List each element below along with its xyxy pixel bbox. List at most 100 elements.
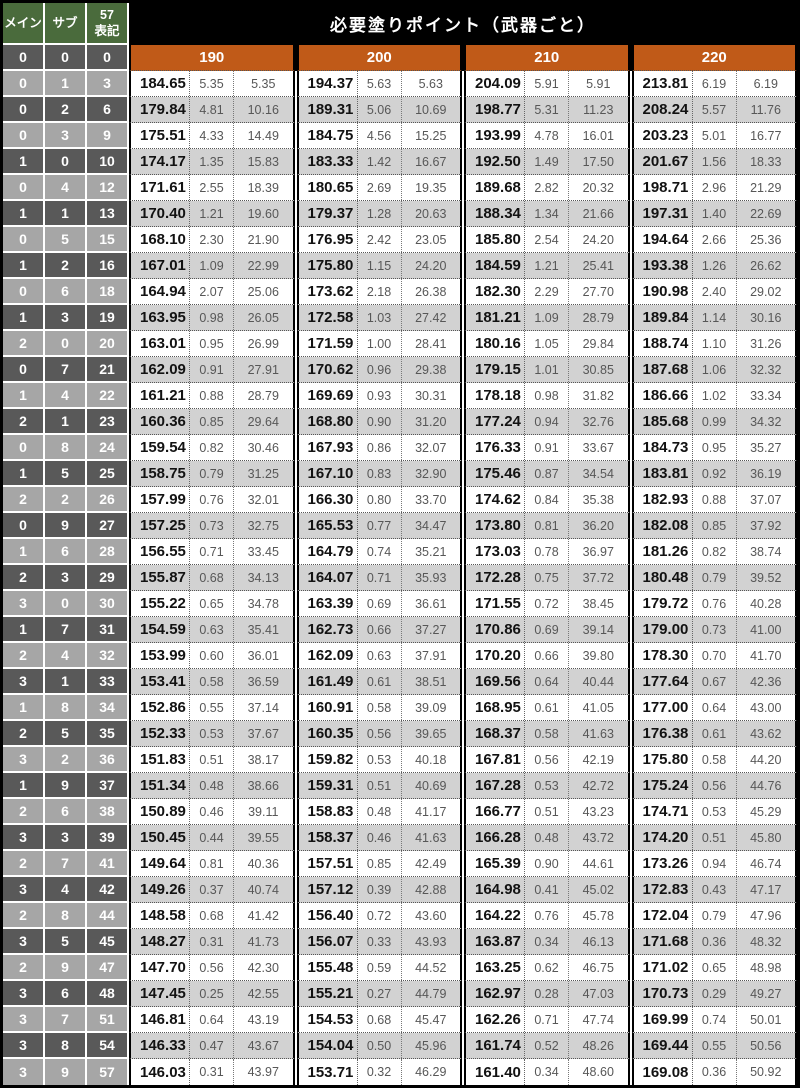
left-main-cell: 3	[3, 825, 45, 851]
table-row: 1 3 19 163.95 0.98 26.05 172.58 1.03 27.42 181.21…	[3, 305, 797, 331]
delta-points-cell: 4.81	[190, 97, 234, 122]
delta-points-cell: 0.85	[358, 851, 402, 876]
cumulative-points-cell: 48.60	[582, 1065, 614, 1079]
group-separator	[462, 825, 464, 851]
points-group-220: 171.02 0.65 48.98	[631, 955, 797, 981]
left-sub-cell: 4	[45, 175, 87, 201]
points-group-220: 182.08 0.85 37.92	[631, 513, 797, 539]
points-group-220: 188.74 1.10 31.26	[631, 331, 797, 357]
delta-points-cell: 0.87	[525, 461, 569, 486]
points-group-210: 167.28 0.53 42.72	[464, 773, 630, 799]
required-points-cell: 164.79	[299, 539, 358, 564]
left-sub-cell: 6	[45, 799, 87, 825]
group-separator	[462, 279, 464, 305]
required-points-cell: 188.34	[466, 201, 525, 226]
left-notation-cell: 15	[87, 227, 129, 253]
delta-points-cell: 0.29	[693, 981, 737, 1006]
cumulative-points-cell: 37.07	[750, 492, 782, 507]
cumulative-points-cell: 16.01	[582, 128, 614, 143]
points-group-220: 183.81 0.92 36.19	[631, 461, 797, 487]
delta-points-cell: 0.85	[190, 409, 234, 434]
cumulative-points-cell: 41.05	[582, 700, 614, 715]
delta-points-cell: 0.64	[693, 695, 737, 720]
left-notation-cell: 30	[87, 591, 129, 617]
required-points-cell: 171.55	[466, 591, 525, 616]
points-group-200: 179.37 1.28 20.63	[296, 201, 462, 227]
required-points-cell: 160.36	[131, 409, 190, 434]
points-group-210: 168.95 0.61 41.05	[464, 695, 630, 721]
points-group-200: 169.69 0.93 30.31	[296, 383, 462, 409]
group-separator	[462, 929, 464, 955]
points-group-200: 167.10 0.83 32.90	[296, 461, 462, 487]
points-group-220: 213.81 6.19 6.19	[631, 71, 797, 97]
points-group-210: 184.59 1.21 25.41	[464, 253, 630, 279]
cumulative-points-cell: 32.90	[415, 466, 447, 481]
delta-points-cell: 0.56	[525, 747, 569, 772]
left-sub-cell: 6	[45, 279, 87, 305]
points-group-190: 151.83 0.51 38.17	[129, 747, 295, 773]
required-points-cell: 170.73	[634, 981, 693, 1006]
cumulative-points-cell: 33.67	[582, 440, 614, 455]
cumulative-points-cell: 46.75	[582, 960, 614, 975]
cumulative-points-cell: 42.88	[415, 882, 447, 897]
left-main-cell: 3	[3, 929, 45, 955]
left-notation-cell: 26	[87, 487, 129, 513]
required-points-cell: 153.99	[131, 643, 190, 668]
points-group-210: 176.33 0.91 33.67	[464, 435, 630, 461]
points-group-190: 156.55 0.71 33.45	[129, 539, 295, 565]
required-points-cell: 162.09	[299, 643, 358, 668]
group-separator	[294, 955, 297, 981]
required-points-cell: 175.80	[299, 253, 358, 278]
required-points-cell: 198.71	[634, 175, 693, 200]
required-points-cell: 171.59	[299, 331, 358, 356]
cumulative-points-cell: 50.56	[750, 1038, 782, 1053]
group-separator	[294, 981, 297, 1007]
required-points-cell: 162.09	[131, 357, 190, 382]
left-notation-cell: 20	[87, 331, 129, 357]
points-group-220: 175.80 0.58 44.20	[631, 747, 797, 773]
delta-points-cell: 0.73	[190, 513, 234, 538]
group-separator	[294, 799, 297, 825]
required-points-cell: 159.54	[131, 435, 190, 460]
group-separator	[462, 253, 464, 279]
cumulative-points-cell: 43.93	[415, 934, 447, 949]
delta-points-cell: 1.40	[693, 201, 737, 226]
cumulative-points-cell: 33.70	[415, 492, 447, 507]
delta-points-cell: 0.28	[525, 981, 569, 1006]
points-group-200: 170.62 0.96 29.38	[296, 357, 462, 383]
points-group-220: 184.73 0.95 35.27	[631, 435, 797, 461]
left-main-cell: 2	[3, 903, 45, 929]
points-group-210: 189.68 2.82 20.32	[464, 175, 630, 201]
cumulative-points-cell: 15.25	[415, 128, 447, 143]
points-group-210: 164.98 0.41 45.02	[464, 877, 630, 903]
delta-points-cell: 1.26	[693, 253, 737, 278]
required-points-cell: 177.00	[634, 695, 693, 720]
points-group-210: 181.21 1.09 28.79	[464, 305, 630, 331]
points-group-210: 169.56 0.64 40.44	[464, 669, 630, 695]
left-sub-cell: 9	[45, 955, 87, 981]
required-points-cell: 194.37	[299, 71, 358, 96]
left-main-cell: 1	[3, 617, 45, 643]
required-points-cell: 163.87	[466, 929, 525, 954]
delta-points-cell: 1.14	[693, 305, 737, 330]
delta-points-cell: 0.88	[693, 487, 737, 512]
points-group-210: 198.77 5.31 11.23	[464, 97, 630, 123]
points-group-210: 161.74 0.52 48.26	[464, 1033, 630, 1059]
cumulative-points-cell: 42.19	[582, 752, 614, 767]
required-points-cell: 170.86	[466, 617, 525, 642]
group-separator	[629, 851, 632, 877]
required-points-cell: 172.04	[634, 903, 693, 928]
required-points-cell: 161.49	[299, 669, 358, 694]
left-notation-cell: 21	[87, 357, 129, 383]
points-group-220: 169.99 0.74 50.01	[631, 1007, 797, 1033]
points-group-200: 189.31 5.06 10.69	[296, 97, 462, 123]
required-points-cell: 178.30	[634, 643, 693, 668]
table-row: 1 9 37 151.34 0.48 38.66 159.31 0.51 40.69 167.28…	[3, 773, 797, 799]
table-row: 3 7 51 146.81 0.64 43.19 154.53 0.68 45.47 162.26…	[3, 1007, 797, 1033]
table-body: 0 1 3 184.65 5.35 5.35 194.37 5.63 5.63 204.09 5.9…	[3, 71, 797, 1085]
cumulative-points-cell: 30.16	[750, 310, 782, 325]
delta-points-cell: 0.68	[190, 565, 234, 590]
required-points-cell: 155.48	[299, 955, 358, 980]
left-sub-cell: 7	[45, 617, 87, 643]
table-row: 1 4 22 161.21 0.88 28.79 169.69 0.93 30.31 178.18…	[3, 383, 797, 409]
